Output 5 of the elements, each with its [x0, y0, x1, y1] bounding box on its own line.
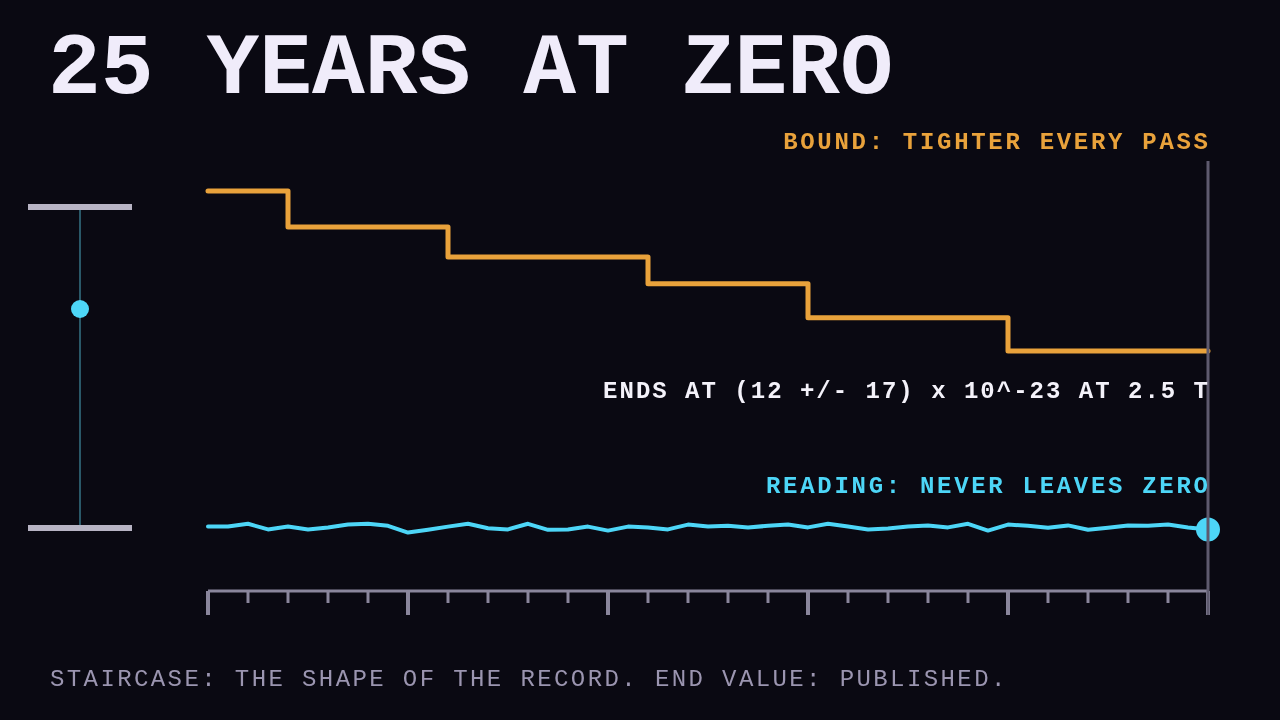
- text: BOUND: TIGHTER EVERY PASS: [783, 129, 1211, 156]
- text: STAIRCASE: THE SHAPE OF THE RECORD. END VALUE: PUBLISHED.: [50, 666, 1008, 693]
- annotation: ENDS AT (12 +/- 17) x 10^-23 AT 2.5 T: [603, 378, 1210, 405]
- series-label: READING: NEVER LEAVES ZERO: [766, 473, 1211, 500]
- chart-title: 25 YEARS AT ZERO: [48, 20, 893, 119]
